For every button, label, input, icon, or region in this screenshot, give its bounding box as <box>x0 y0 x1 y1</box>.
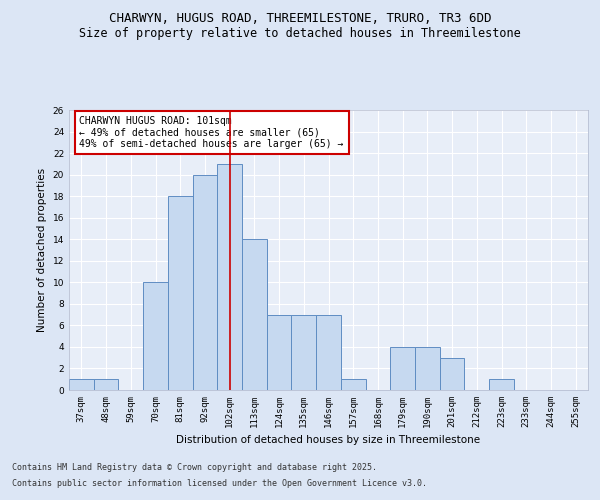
Bar <box>143 282 168 390</box>
Bar <box>69 379 94 390</box>
X-axis label: Distribution of detached houses by size in Threemilestone: Distribution of detached houses by size … <box>176 436 481 446</box>
Bar <box>316 314 341 390</box>
Text: CHARWYN, HUGUS ROAD, THREEMILESTONE, TRURO, TR3 6DD: CHARWYN, HUGUS ROAD, THREEMILESTONE, TRU… <box>109 12 491 26</box>
Bar <box>193 174 217 390</box>
Bar <box>489 379 514 390</box>
Text: CHARWYN HUGUS ROAD: 101sqm
← 49% of detached houses are smaller (65)
49% of semi: CHARWYN HUGUS ROAD: 101sqm ← 49% of deta… <box>79 116 344 149</box>
Bar <box>390 347 415 390</box>
Y-axis label: Number of detached properties: Number of detached properties <box>37 168 47 332</box>
Bar <box>267 314 292 390</box>
Bar <box>415 347 440 390</box>
Bar <box>168 196 193 390</box>
Bar <box>242 239 267 390</box>
Bar <box>292 314 316 390</box>
Text: Contains public sector information licensed under the Open Government Licence v3: Contains public sector information licen… <box>12 478 427 488</box>
Text: Size of property relative to detached houses in Threemilestone: Size of property relative to detached ho… <box>79 28 521 40</box>
Bar <box>217 164 242 390</box>
Bar <box>341 379 365 390</box>
Bar <box>94 379 118 390</box>
Bar <box>440 358 464 390</box>
Text: Contains HM Land Registry data © Crown copyright and database right 2025.: Contains HM Land Registry data © Crown c… <box>12 464 377 472</box>
